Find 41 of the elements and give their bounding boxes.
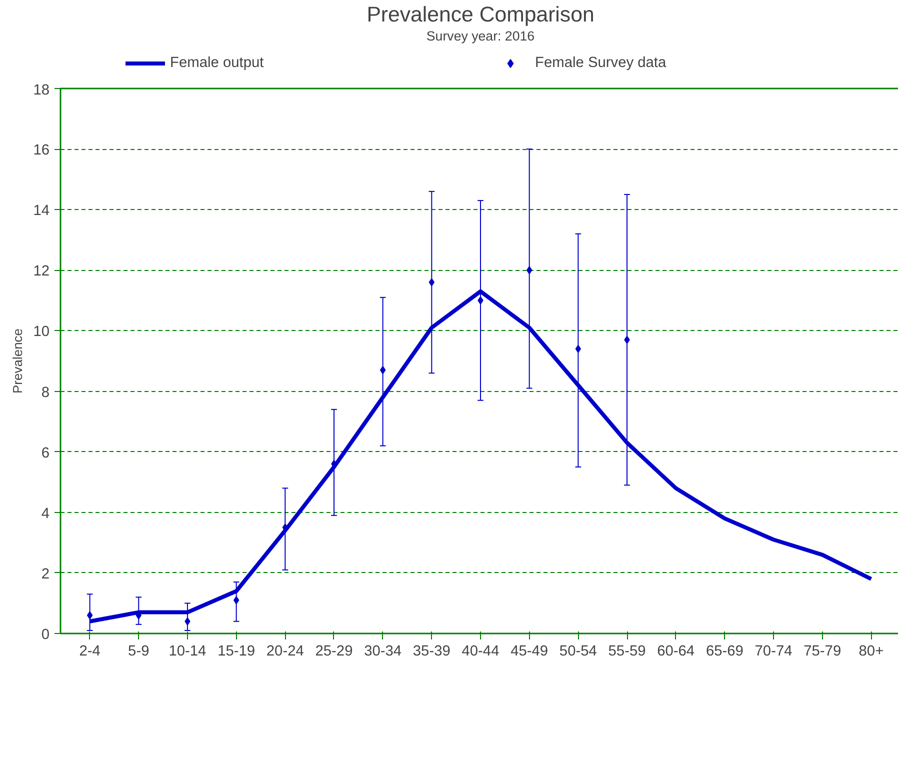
chart-subtitle: Survey year: 2016 <box>426 28 535 44</box>
point <box>86 611 93 620</box>
y-tick-label: 14 <box>33 203 50 220</box>
x-tick-label: 45-49 <box>510 644 548 660</box>
x-tick-label: 55-59 <box>608 644 646 660</box>
x-tick-label: 20-24 <box>266 644 304 660</box>
point <box>380 366 386 374</box>
point <box>428 278 434 286</box>
x-tick-label: 5-9 <box>128 644 150 660</box>
y-tick-label: 16 <box>33 142 50 159</box>
point <box>184 617 190 626</box>
y-tick-label: 6 <box>41 445 50 462</box>
x-tick-label: 10-14 <box>168 644 206 660</box>
y-tick-label: 18 <box>33 82 50 98</box>
legend-label: Female Survey data <box>535 55 668 71</box>
x-tick-label: 2-4 <box>79 644 100 660</box>
y-tick-label: 0 <box>41 627 50 643</box>
x-tick-label: 70-74 <box>754 644 792 660</box>
y-tick-label: 10 <box>33 324 50 340</box>
y-axis-title: Prevalence <box>10 328 26 394</box>
x-tick-label: 80+ <box>858 644 884 660</box>
x-tick-label: 35-39 <box>412 644 450 660</box>
x-tick-label: 65-69 <box>706 644 744 660</box>
point <box>526 266 532 274</box>
point <box>575 344 582 353</box>
y-tick-label: 4 <box>41 506 50 522</box>
x-tick-label: 15-19 <box>218 644 256 660</box>
point <box>624 336 630 344</box>
y-tick-label: 2 <box>41 566 50 582</box>
y-tick-label: 8 <box>41 384 50 401</box>
x-tick-label: 60-64 <box>657 644 695 660</box>
x-tick-label: 25-29 <box>315 644 353 660</box>
chart-title: Prevalence Comparison <box>366 2 594 26</box>
x-tick-label: 50-54 <box>559 644 597 660</box>
x-tick-label: 75-79 <box>804 644 842 660</box>
x-tick-label: 40-44 <box>462 644 500 660</box>
legend-label: Female output <box>170 55 265 71</box>
point <box>233 596 240 604</box>
y-tick-label: 12 <box>33 264 50 280</box>
x-tick-label: 30-34 <box>364 644 402 660</box>
point <box>478 296 484 304</box>
